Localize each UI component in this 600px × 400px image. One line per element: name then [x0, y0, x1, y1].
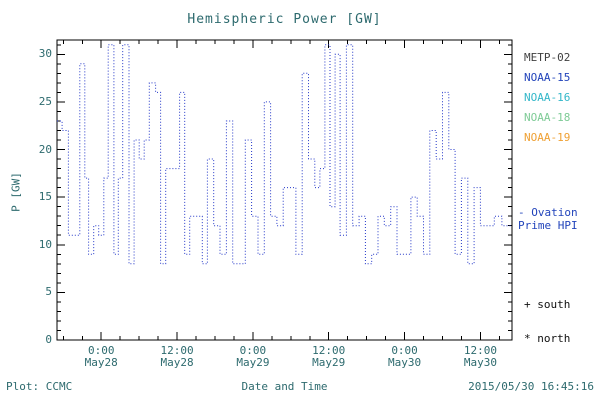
series-note-line1: - Ovation — [518, 206, 578, 219]
x-tick-label: 12:00 May29 — [312, 344, 346, 369]
x-tick-label: 0:00 May28 — [84, 344, 118, 369]
legend-marker-south: + south — [524, 298, 571, 311]
x-axis-label: Date and Time — [241, 380, 328, 393]
x-tick-label: 12:00 May30 — [463, 344, 497, 369]
y-axis-label: P [GW] — [9, 172, 23, 212]
legend-marker-north: * north — [524, 332, 571, 345]
legend-item-noaa-16: NOAA-16 — [524, 91, 571, 104]
x-tick-label: 12:00 May28 — [160, 344, 194, 369]
footer-timestamp: 2015/05/30 16:45:16 — [468, 380, 594, 393]
legend-item-noaa-15: NOAA-15 — [524, 71, 571, 84]
legend-item-noaa-19: NOAA-19 — [524, 131, 571, 144]
y-tick-label: 30 — [38, 47, 52, 61]
x-tick-label: 0:00 May29 — [236, 344, 270, 369]
footer-plot-credit: Plot: CCMC — [6, 380, 73, 393]
y-tick-label: 0 — [45, 333, 52, 346]
series-note: - Ovation Prime HPI — [518, 206, 578, 232]
series-note-line2: Prime HPI — [518, 219, 578, 232]
y-tick-label: 15 — [38, 190, 52, 204]
chart-title: Hemispheric Power [GW] — [187, 12, 382, 27]
legend: METP-02 NOAA-15 NOAA-16 NOAA-18 NOAA-19 — [524, 48, 570, 148]
y-tick-label: 25 — [38, 94, 52, 108]
x-tick-label: 0:00 May30 — [388, 344, 422, 369]
legend-item-noaa-18: NOAA-18 — [524, 111, 571, 124]
legend-item-metp-02: METP-02 — [524, 51, 571, 64]
y-tick-label: 5 — [45, 285, 52, 299]
y-tick-label: 10 — [38, 237, 52, 251]
y-tick-label: 20 — [38, 142, 52, 156]
